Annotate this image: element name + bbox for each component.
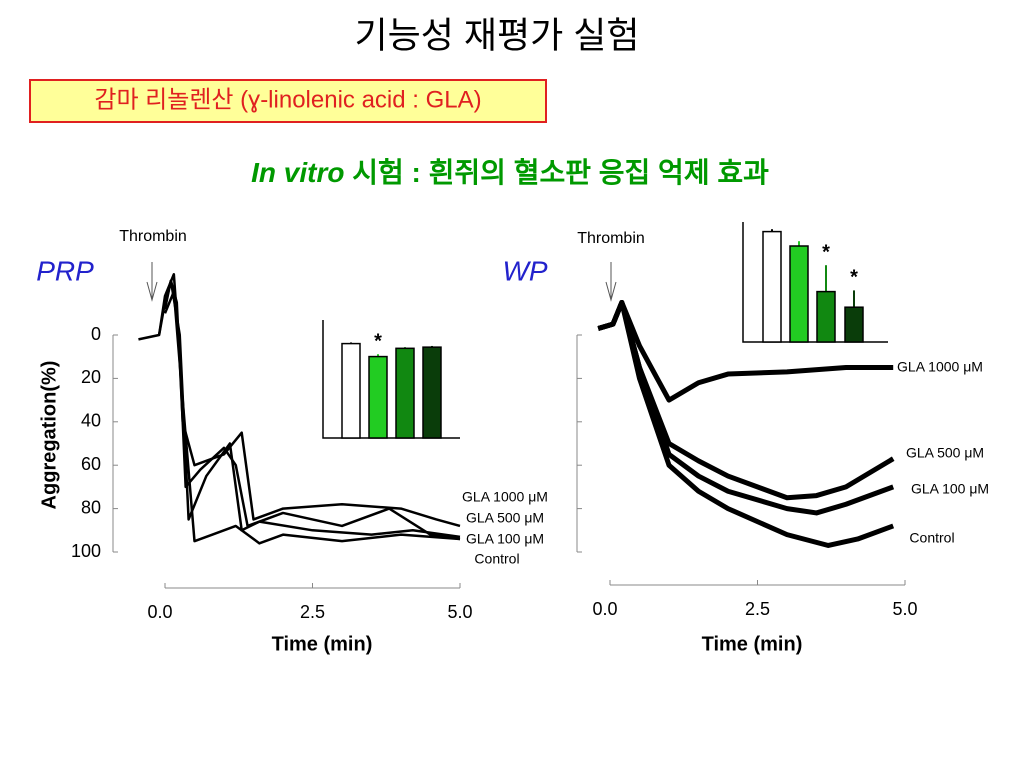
x-tick-label: 0.0 xyxy=(592,599,617,619)
legend-label: GLA 500 μM xyxy=(466,510,544,526)
x-tick-label: 5.0 xyxy=(892,599,917,619)
inset-bar xyxy=(368,355,388,439)
y-tick-label: 100 xyxy=(71,541,101,561)
title-box xyxy=(29,79,547,123)
subtitle-italic: In vitro xyxy=(251,157,344,188)
trace xyxy=(163,279,461,539)
legend-label: GLA 1000 μM xyxy=(897,359,983,375)
thrombin-label: Thrombin xyxy=(119,228,187,245)
trace xyxy=(157,272,461,541)
x-tick-label: 0.0 xyxy=(147,602,172,622)
y-tick-label: 0 xyxy=(91,324,101,344)
inset-bar xyxy=(816,290,836,343)
y-tick-label: 20 xyxy=(81,367,101,387)
inset-bar xyxy=(844,306,864,343)
legend-label: Control xyxy=(474,551,519,567)
legend-label: GLA 1000 μM xyxy=(462,489,548,505)
x-tick-label: 2.5 xyxy=(745,599,770,619)
inset-bar xyxy=(422,346,442,439)
inset-axes xyxy=(742,222,888,343)
x-axis-label: Time (min) xyxy=(272,633,373,655)
inset-bar xyxy=(341,342,361,439)
significance-star: * xyxy=(822,241,830,263)
legend-label: GLA 100 μM xyxy=(466,531,544,547)
legend-label: GLA 100 μM xyxy=(911,481,989,497)
x-tick-label: 2.5 xyxy=(300,602,325,622)
thrombin-label: Thrombin xyxy=(577,230,645,247)
thrombin-arrowhead xyxy=(146,281,158,302)
x-axis-label: Time (min) xyxy=(702,633,803,655)
panel-title: WP xyxy=(502,255,547,286)
y-tick-label: 60 xyxy=(81,454,101,474)
legend-label: Control xyxy=(909,530,954,546)
subtitle-rest: 시험 : 흰쥐의 혈소판 응집 억제 효과 xyxy=(344,157,769,188)
trace xyxy=(163,290,461,545)
subtitle: In vitro 시험 : 흰쥐의 혈소판 응집 억제 효과 xyxy=(251,157,769,188)
boxed-title: 감마 리놀렌산 (ɣ-linolenic acid : GLA) xyxy=(94,86,481,113)
slide-title: 기능성 재평가 실험 xyxy=(355,15,640,56)
legend-label: GLA 500 μM xyxy=(906,445,984,461)
inset-bar xyxy=(762,230,782,343)
panel-title: PRP xyxy=(36,255,94,286)
x-tick-label: 5.0 xyxy=(447,602,472,622)
trace xyxy=(597,299,895,548)
y-axis-label: Aggregation(%) xyxy=(38,361,60,510)
y-tick-label: 80 xyxy=(81,497,101,517)
y-tick-label: 40 xyxy=(81,411,101,431)
significance-star: * xyxy=(850,267,858,289)
significance-star: * xyxy=(374,331,382,353)
inset-bar xyxy=(395,347,415,439)
inset-bar xyxy=(789,245,809,343)
thrombin-arrowhead xyxy=(605,281,617,302)
